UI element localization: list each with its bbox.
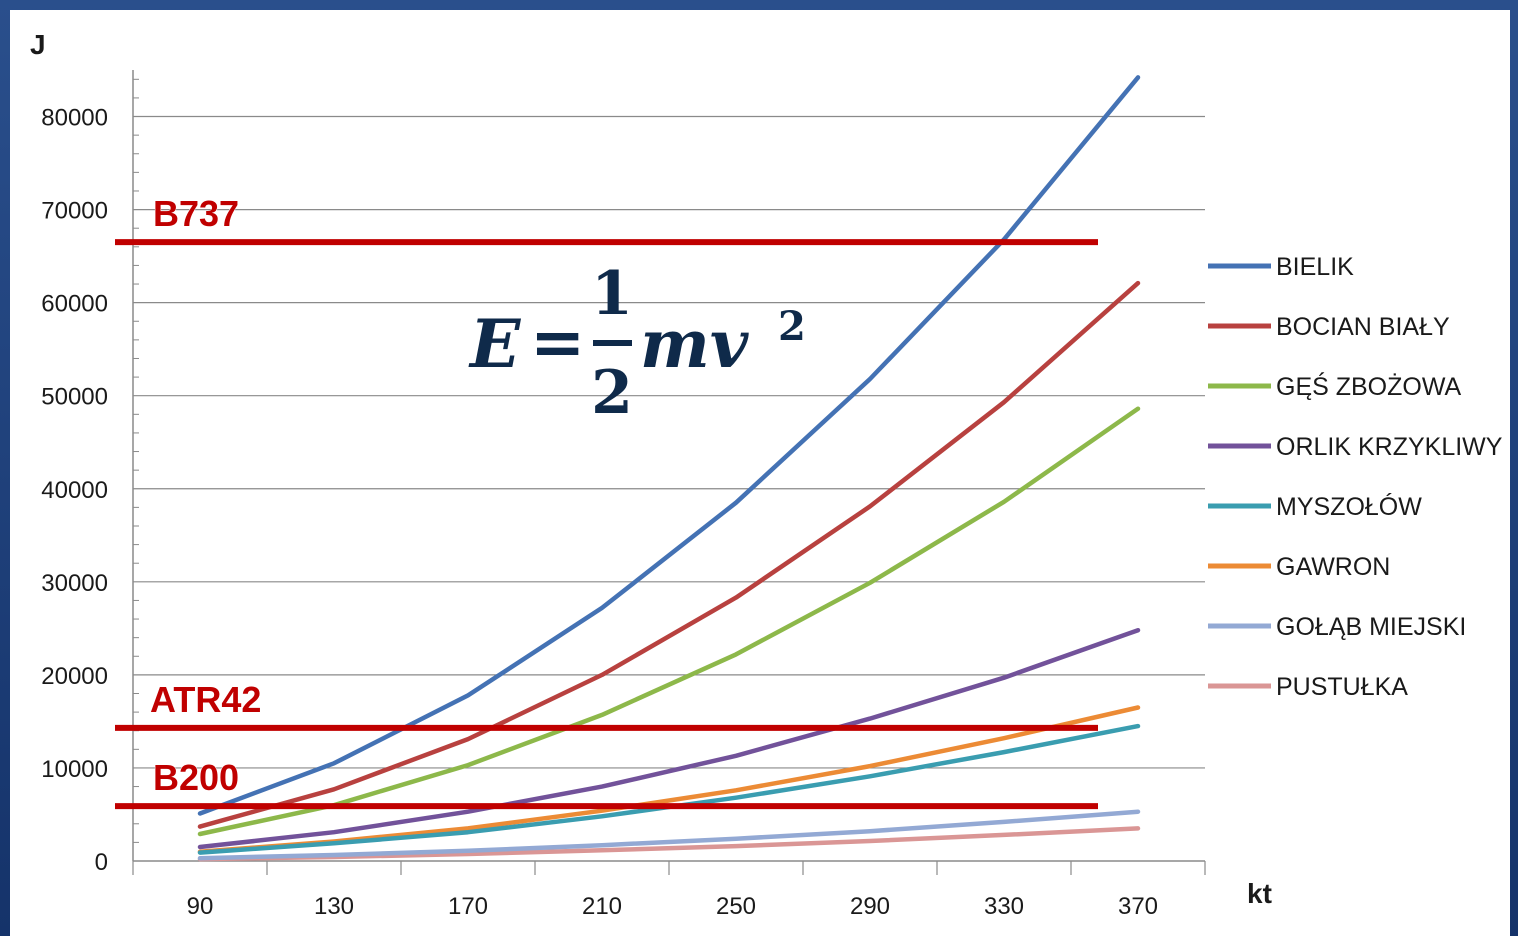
series-line-bielik (197, 75, 1141, 816)
y-tick-label: 50000 (41, 384, 108, 411)
y-tick-label: 80000 (41, 105, 108, 132)
series-line-gęś-zbożowa (197, 406, 1141, 837)
x-tick-label: 130 (314, 893, 354, 920)
legend-label: GĘŚ ZBOŻOWA (1276, 371, 1462, 401)
y-tick-label: 30000 (41, 570, 108, 597)
reference-label-atr42: ATR42 (150, 679, 261, 720)
series-line-orlik-krzykliwy (197, 627, 1141, 850)
formula-lhs: E (468, 305, 522, 383)
reference-label-b200: B200 (153, 757, 239, 798)
legend-label: ORLIK KRZYKLIWY (1276, 433, 1503, 461)
y-tick-label: 70000 (41, 198, 108, 225)
legend-label: BOCIAN BIAŁY (1276, 313, 1450, 341)
x-tick-label: 210 (582, 893, 622, 920)
chart-panel (10, 10, 1510, 936)
formula-numerator: 1 (591, 259, 633, 329)
x-tick-label: 90 (187, 893, 214, 920)
legend-label: MYSZOŁÓW (1276, 492, 1422, 521)
kinetic-energy-formula: E = 1 2 mv 2 (468, 259, 806, 428)
formula-exponent: 2 (778, 303, 806, 350)
x-tick-label: 250 (716, 893, 756, 920)
legend-label: BIELIK (1276, 253, 1354, 281)
y-axis-label: J (30, 29, 46, 60)
legend-label: GAWRON (1276, 553, 1390, 581)
formula-equals: = (530, 303, 585, 381)
series-line-gołąb-miejski (197, 809, 1141, 861)
x-tick-label: 170 (448, 893, 488, 920)
formula-rhs: mv (640, 305, 749, 383)
x-tick-label: 370 (1118, 893, 1158, 920)
legend-label: GOŁĄB MIEJSKI (1276, 613, 1466, 641)
y-tick-label: 0 (95, 849, 108, 876)
y-tick-label: 10000 (41, 756, 108, 783)
x-tick-label: 330 (984, 893, 1024, 920)
reference-label-b737: B737 (153, 193, 239, 234)
formula-denominator: 2 (591, 358, 633, 428)
reference-lines: B737 ATR42 B200 (115, 193, 1098, 810)
x-axis-label: kt (1247, 878, 1272, 909)
series-line-bocian-biały (197, 280, 1141, 829)
series-lines (197, 75, 1141, 862)
y-tick-label: 60000 (41, 291, 108, 318)
y-tick-label: 20000 (41, 663, 108, 690)
gridlines (133, 115, 1205, 769)
y-tick-label: 40000 (41, 477, 108, 504)
x-tick-label: 290 (850, 893, 890, 920)
legend: BIELIK BOCIAN BIAŁY GĘŚ ZBOŻOWA ORLIK KRZYK… (1208, 253, 1503, 701)
legend-label: PUSTUŁKA (1276, 673, 1408, 701)
